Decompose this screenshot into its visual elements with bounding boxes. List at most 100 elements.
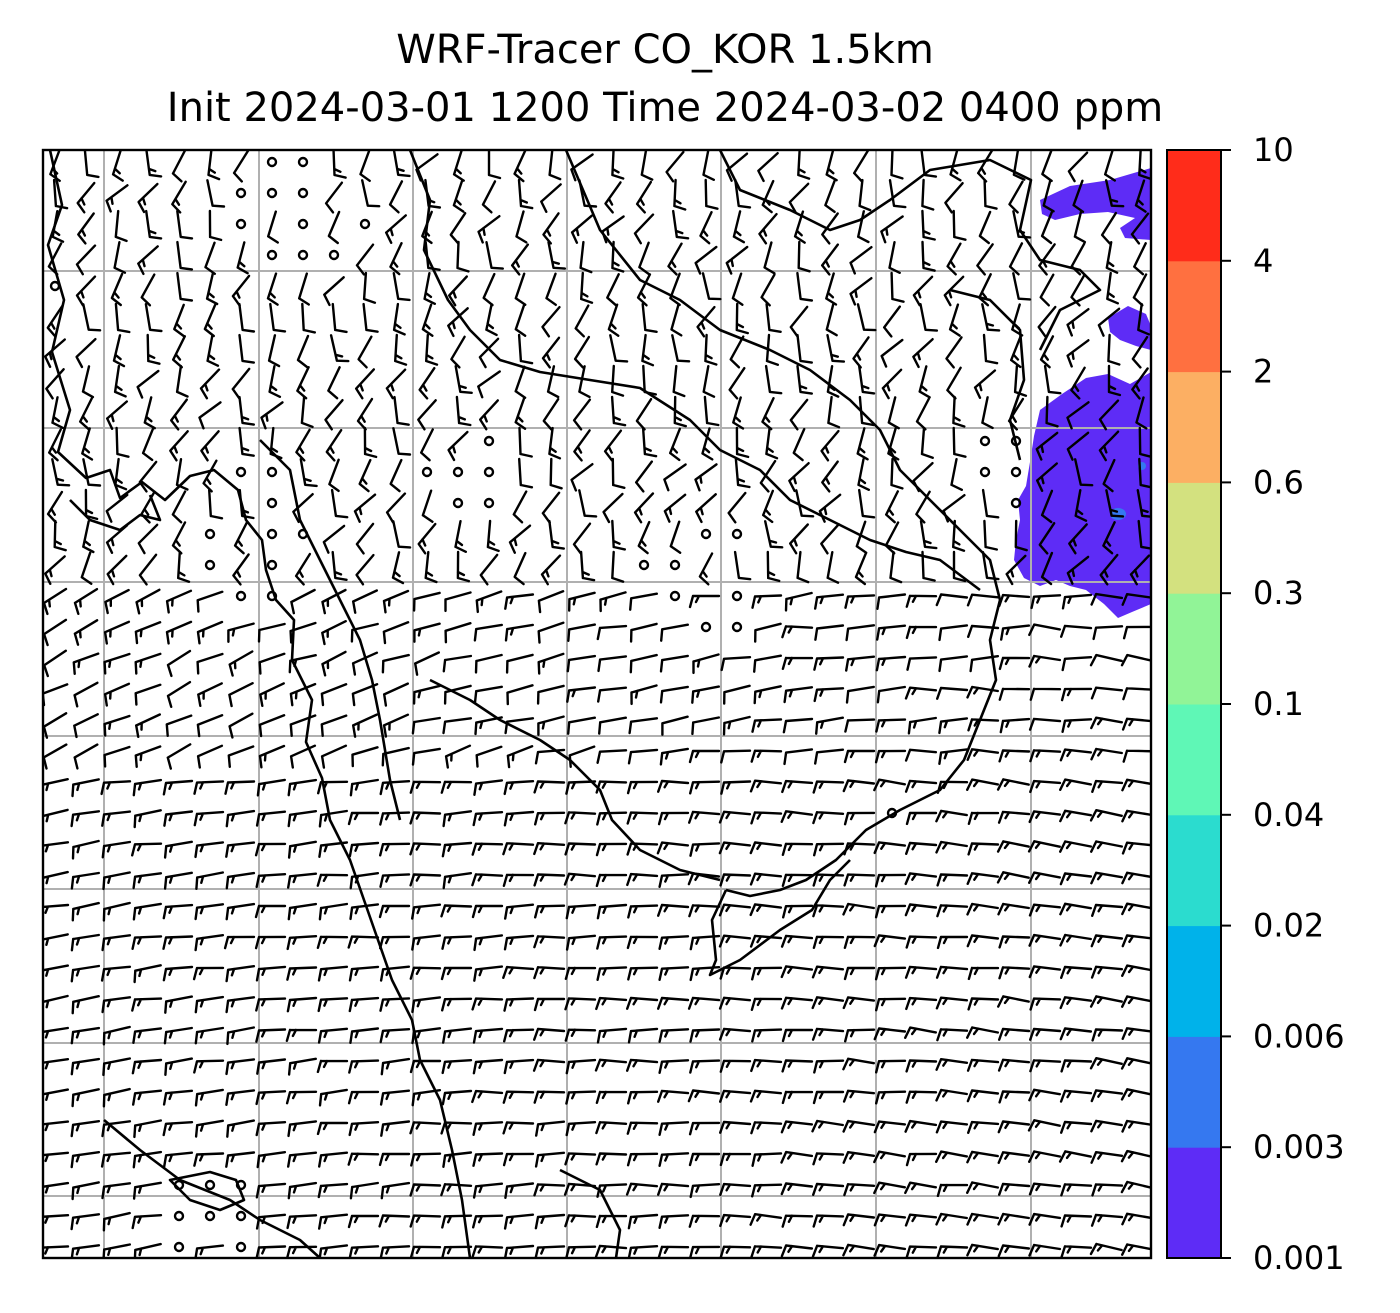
wind-barb — [725, 152, 749, 182]
wind-barb — [132, 872, 163, 890]
wind-barb — [361, 179, 381, 208]
wind-barb — [997, 902, 1030, 916]
wind-barb — [936, 780, 969, 794]
wind-barb — [596, 749, 628, 764]
wind-barb — [627, 904, 659, 919]
wind-barb — [1059, 902, 1092, 916]
wind-barb — [874, 873, 907, 888]
wind-barb — [255, 965, 287, 982]
wind-barb — [720, 749, 752, 764]
calm-circle — [235, 590, 247, 602]
wind-barb — [672, 209, 690, 240]
wind-barb — [688, 594, 721, 609]
wind-barb — [638, 241, 650, 276]
wind-barb — [43, 1245, 70, 1255]
wind-barb — [546, 365, 560, 399]
wind-barb — [935, 809, 968, 823]
wind-barb — [788, 462, 810, 493]
wind-barb — [287, 1057, 317, 1076]
wind-barb — [781, 842, 814, 856]
wind-barb — [225, 1058, 256, 1076]
wind-barb — [629, 622, 658, 643]
wind-barb — [358, 458, 372, 493]
wind-barb — [812, 1090, 845, 1105]
wind-barb — [1040, 210, 1054, 245]
wind-barb — [75, 275, 97, 307]
wind-barb — [718, 841, 752, 855]
wind-barb — [440, 780, 473, 794]
wind-barb — [138, 460, 158, 493]
wind-barb — [46, 305, 64, 338]
wind-barb — [1040, 551, 1054, 586]
wind-barb — [146, 333, 161, 365]
wind-barb — [945, 336, 963, 369]
wind-barb — [814, 624, 845, 641]
wind-barb — [299, 458, 318, 488]
wind-barb — [379, 1089, 411, 1106]
wind-barb — [255, 1090, 287, 1106]
wind-barb — [325, 428, 343, 462]
wind-barb — [595, 842, 628, 857]
wind-barb — [131, 1214, 163, 1230]
wind-barb — [194, 1026, 225, 1045]
wind-barb — [378, 1152, 411, 1167]
wind-barb — [347, 811, 380, 826]
wind-barb — [966, 1181, 999, 1194]
wind-barb — [565, 1245, 597, 1258]
wind-barb — [409, 966, 442, 980]
wind-barb — [485, 303, 498, 337]
wind-barb — [905, 841, 938, 855]
wind-barb — [295, 428, 311, 462]
wind-barb — [904, 903, 938, 917]
wind-barb — [444, 744, 472, 769]
wind-barb — [103, 682, 131, 707]
wind-barb — [362, 271, 377, 304]
wind-barb — [412, 591, 441, 612]
wind-barb — [1039, 273, 1055, 307]
wind-barb — [978, 210, 992, 245]
wind-barb — [317, 997, 349, 1013]
wind-barb — [633, 492, 655, 524]
wind-barb — [967, 718, 1000, 732]
wind-barb — [444, 591, 472, 613]
wind-barb — [102, 1057, 131, 1077]
wind-barb — [43, 841, 70, 853]
wind-barb — [411, 1089, 442, 1107]
wind-barb — [938, 717, 969, 735]
wind-barb — [193, 1152, 225, 1167]
wind-barb — [474, 653, 503, 674]
wind-barb — [225, 902, 256, 921]
calm-circle — [359, 218, 371, 230]
wind-barb — [533, 935, 566, 949]
wind-barb — [1029, 749, 1062, 763]
wind-barb — [735, 302, 749, 335]
wind-barb — [1121, 1243, 1151, 1256]
wind-barb — [176, 240, 194, 271]
wind-barb — [318, 1151, 349, 1168]
wind-barb — [946, 242, 962, 276]
wind-barb — [669, 427, 681, 462]
wind-barb — [382, 621, 410, 645]
wind-barb — [378, 904, 411, 919]
wind-barb — [232, 150, 250, 183]
wind-barb — [943, 275, 965, 307]
wind-barb — [70, 1026, 101, 1045]
wind-barb — [885, 490, 899, 524]
wind-barb — [627, 1090, 659, 1105]
wind-barb — [657, 779, 690, 793]
wind-barb — [379, 1028, 411, 1044]
wind-barb — [411, 716, 441, 735]
wind-barb — [196, 744, 224, 769]
wind-barb — [327, 366, 341, 400]
wind-barb — [936, 1028, 969, 1042]
wind-barb — [718, 996, 752, 1010]
wind-barb — [102, 1243, 131, 1258]
wind-barb — [43, 808, 69, 829]
wind-barb — [165, 714, 193, 737]
wind-barb — [1104, 150, 1116, 182]
wind-barb — [102, 901, 131, 922]
wind-barb — [392, 272, 411, 302]
wind-barb — [267, 334, 281, 368]
wind-barb — [316, 1121, 349, 1136]
wind-barb — [479, 399, 499, 431]
